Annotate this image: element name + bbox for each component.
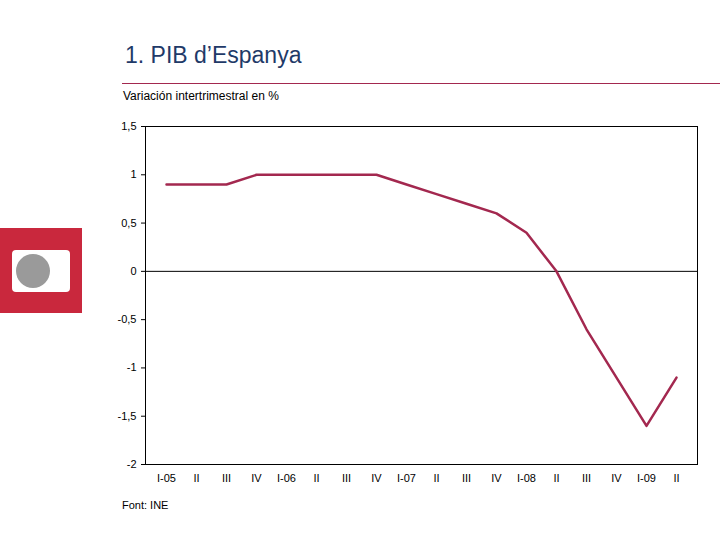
svg-text:I-07: I-07 [397,472,416,484]
html-text:1. PIB d’Espanya: 1. PIB d’Espanya [125,42,302,68]
svg-text:II: II [313,472,319,484]
svg-text:0: 0 [130,265,136,277]
svg-text:I-09: I-09 [637,472,656,484]
svg-text:-1: -1 [127,361,137,373]
svg-text:IV: IV [491,472,502,484]
svg-text:III: III [582,472,591,484]
svg-text:II: II [673,472,679,484]
svg-text:II: II [433,472,439,484]
svg-text:I-05: I-05 [157,472,176,484]
svg-text:II: II [193,472,199,484]
svg-text:II: II [553,472,559,484]
svg-text:-0,5: -0,5 [118,313,137,325]
svg-text:0,5: 0,5 [121,217,136,229]
svg-text:I-08: I-08 [517,472,536,484]
svg-text:1,5: 1,5 [121,120,136,132]
svg-text:III: III [222,472,231,484]
svg-text:-2: -2 [127,458,137,470]
svg-text:III: III [342,472,351,484]
svg-text:IV: IV [611,472,622,484]
svg-text:-1,5: -1,5 [118,410,137,422]
svg-text:IV: IV [371,472,382,484]
svg-text:III: III [462,472,471,484]
svg-text:IV: IV [251,472,262,484]
svg-text:I-06: I-06 [277,472,296,484]
html-text:Font: INE: Font: INE [122,499,169,511]
svg-text:1: 1 [130,168,136,180]
html-text:Variación intertrimestral en %: Variación intertrimestral en % [123,89,279,103]
